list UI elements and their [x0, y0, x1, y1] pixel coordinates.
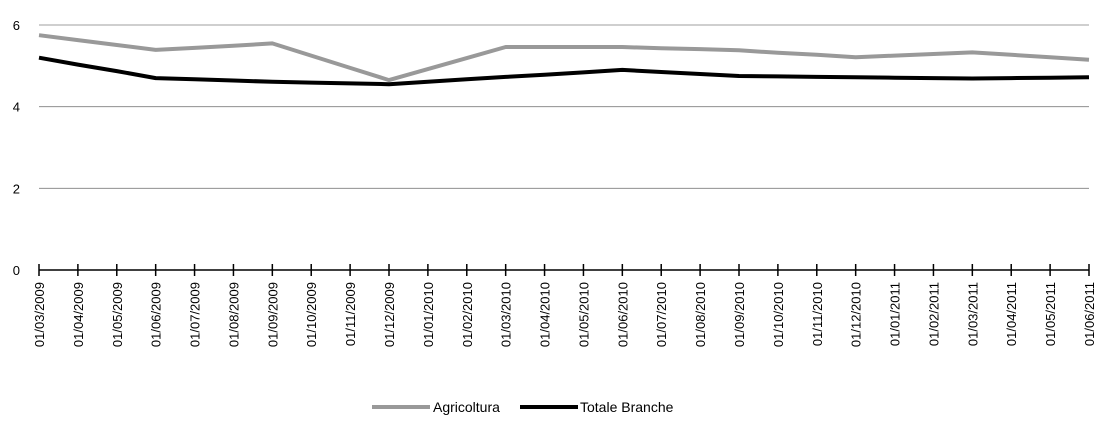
x-tick-label: 01/03/2009 [32, 282, 47, 347]
x-tick-label: 01/04/2010 [538, 282, 553, 347]
gridlines [39, 24, 1089, 189]
x-tick-label: 01/02/2010 [460, 282, 475, 347]
x-tick-label: 01/10/2010 [771, 282, 786, 347]
x-tick-label: 01/04/2011 [1004, 282, 1019, 346]
x-tick-label: 01/07/2009 [188, 282, 203, 347]
y-tick-label: 6 [13, 18, 20, 33]
x-tick-label: 01/12/2010 [849, 282, 864, 347]
x-tick-label: 01/01/2010 [421, 282, 436, 347]
y-tick-label: 2 [13, 181, 20, 196]
x-tick-label: 01/06/2011 [1082, 282, 1095, 346]
x-tick-label: 01/08/2010 [693, 282, 708, 347]
x-tick-label: 01/03/2011 [965, 282, 980, 346]
x-tick-label: 01/03/2010 [499, 282, 514, 347]
series-lines [38, 33, 1090, 87]
x-tick-label: 01/09/2009 [265, 282, 280, 347]
legend-label: Totale Branche [580, 399, 674, 415]
x-tick-label: 01/05/2009 [110, 282, 125, 347]
y-tick-label: 0 [13, 263, 20, 278]
x-tick-label: 01/04/2009 [71, 282, 86, 347]
series-line-totale-branche [38, 55, 1090, 87]
x-tick-label: 01/06/2010 [615, 282, 630, 347]
x-tick-label: 01/11/2009 [343, 282, 358, 346]
series-line-agricoltura [38, 33, 1090, 83]
x-tick-label: 01/01/2011 [888, 282, 903, 346]
legend: Agricoltura Totale Branche [372, 399, 674, 415]
x-axis: 01/03/2009 01/04/2009 01/05/2009 01/06/2009… [32, 264, 1095, 347]
legend-label: Agricoltura [433, 399, 500, 415]
y-axis-tick-labels: 0 2 4 6 [13, 18, 20, 278]
x-tick-label: 01/09/2010 [732, 282, 747, 347]
x-tick-label: 01/02/2011 [926, 282, 941, 346]
x-tick-label: 01/07/2010 [654, 282, 669, 347]
x-tick-label: 01/06/2009 [149, 282, 164, 347]
x-tick-label: 01/05/2011 [1043, 282, 1058, 346]
x-tick-label: 01/11/2010 [810, 282, 825, 346]
x-tick-label: 01/12/2009 [382, 282, 397, 347]
x-tick-label: 01/10/2009 [304, 282, 319, 347]
x-tick-label: 01/05/2010 [576, 282, 591, 347]
y-tick-label: 4 [13, 100, 20, 115]
x-tick-label: 01/08/2009 [226, 282, 241, 347]
